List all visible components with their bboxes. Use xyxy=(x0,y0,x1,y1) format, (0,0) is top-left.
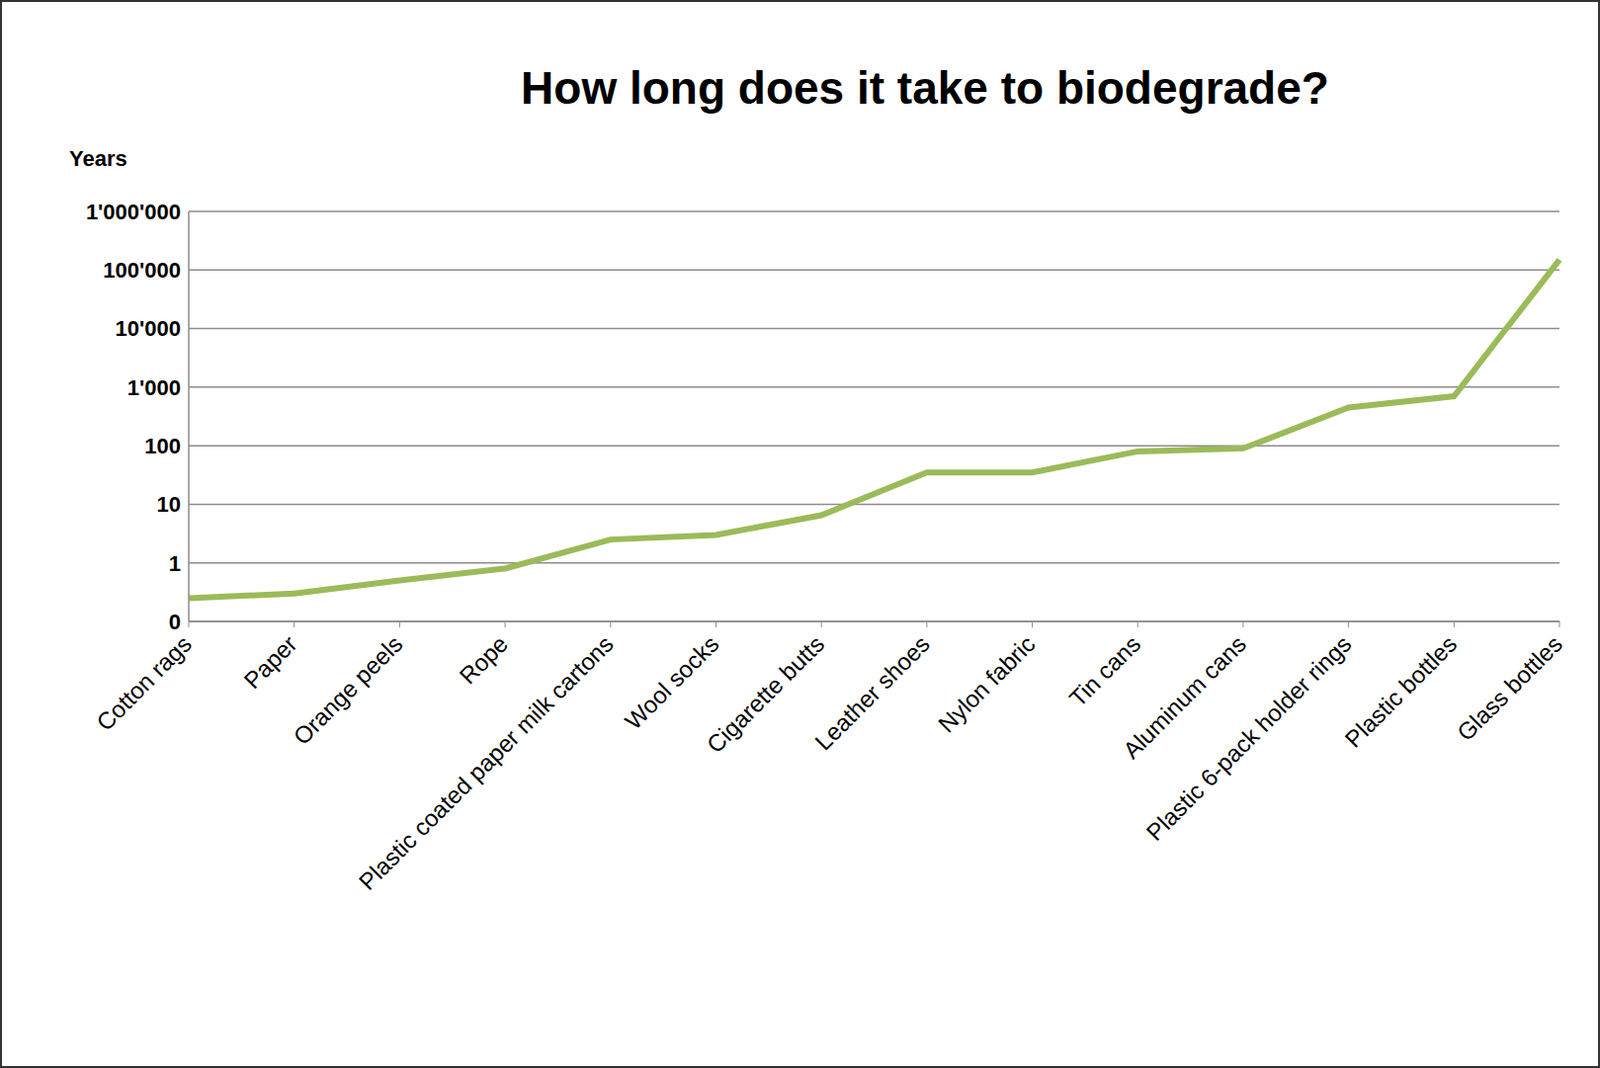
svg-text:Cigarette butts: Cigarette butts xyxy=(701,630,830,758)
svg-text:Wool socks: Wool socks xyxy=(619,630,725,736)
svg-text:Plastic 6-pack holder rings: Plastic 6-pack holder rings xyxy=(1141,630,1357,846)
svg-text:Cotton rags: Cotton rags xyxy=(90,630,197,737)
svg-text:10: 10 xyxy=(157,492,181,517)
svg-text:Nylon fabric: Nylon fabric xyxy=(932,630,1041,739)
svg-text:Tin cans: Tin cans xyxy=(1064,630,1147,713)
html-text:Years: Years xyxy=(69,146,128,171)
svg-text:Orange peels: Orange peels xyxy=(287,630,408,751)
svg-text:Rope: Rope xyxy=(453,630,513,690)
svg-text:100'000: 100'000 xyxy=(102,257,181,283)
svg-text:1'000: 1'000 xyxy=(127,375,181,401)
svg-text:1'000'000: 1'000'000 xyxy=(85,199,181,225)
svg-text:Paper: Paper xyxy=(238,630,302,694)
html-text:How long does it take to biode: How long does it take to biodegrade? xyxy=(520,62,1330,114)
svg-text:1: 1 xyxy=(168,551,181,577)
svg-text:Plastic coated paper milk cart: Plastic coated paper milk cartons xyxy=(353,630,619,896)
svg-text:0: 0 xyxy=(168,609,181,635)
svg-text:Leather shoes: Leather shoes xyxy=(809,630,935,757)
svg-text:100: 100 xyxy=(144,433,181,459)
svg-text:Glass bottles: Glass bottles xyxy=(1451,630,1568,747)
svg-text:Aluminum cans: Aluminum cans xyxy=(1117,630,1252,764)
svg-text:Plastic bottles: Plastic bottles xyxy=(1340,630,1463,754)
svg-text:10'000: 10'000 xyxy=(115,316,181,341)
